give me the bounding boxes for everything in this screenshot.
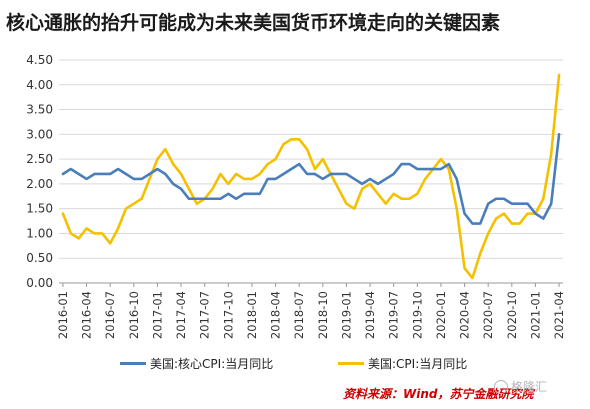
chart-title: 核心通胀的抬升可能成为未来美国货币环境走向的关键因素 (6, 12, 501, 34)
legend-label-core-cpi: 美国:核心CPI:当月同比 (150, 357, 274, 371)
x-tick-label: 2018-01 (245, 291, 259, 339)
x-tick-label: 2018-07 (292, 291, 306, 339)
x-tick-label: 2017-10 (221, 291, 235, 339)
x-tick-label: 2016-01 (56, 291, 70, 339)
y-tick-label: 1.50 (26, 202, 53, 216)
x-tick-label: 2019-07 (387, 291, 401, 339)
y-tick-label: 4.50 (26, 53, 53, 67)
x-tick-label: 2019-04 (363, 291, 377, 339)
x-tick-label: 2017-01 (150, 291, 164, 339)
x-tick-label: 2021-01 (528, 291, 542, 339)
x-tick-label: 2019-10 (410, 291, 424, 339)
x-tick-label: 2020-01 (434, 291, 448, 339)
legend-label-cpi: 美国:CPI:当月同比 (368, 357, 468, 371)
x-tick-label: 2020-10 (505, 291, 519, 339)
x-tick-label: 2019-01 (339, 291, 353, 339)
chart-legend: 美国:核心CPI:当月同比 美国:CPI:当月同比 (0, 355, 590, 375)
y-tick-label: 4.00 (26, 78, 53, 92)
x-tick-label: 2018-10 (316, 291, 330, 339)
source-note: 资料来源：Wind，苏宁金融研究院 (343, 387, 534, 401)
y-tick-label: 3.00 (26, 127, 53, 141)
x-tick-label: 2016-07 (103, 291, 117, 339)
watermark-text: 格隆汇 (511, 380, 548, 394)
y-tick-label: 0.00 (26, 276, 53, 290)
legend-swatch-cpi (338, 362, 364, 365)
watermark-logo-icon (494, 379, 508, 394)
x-tick-label: 2017-07 (198, 291, 212, 339)
y-tick-label: 3.50 (26, 103, 53, 117)
x-tick-label: 2016-04 (80, 291, 94, 339)
legend-item-core-cpi: 美国:核心CPI:当月同比 (120, 355, 273, 372)
y-tick-label: 0.50 (26, 251, 53, 265)
x-tick-label: 2021-04 (552, 291, 566, 339)
y-tick-label: 2.50 (26, 152, 53, 166)
y-tick-label: 1.00 (26, 226, 53, 240)
series-line-cpi (61, 73, 561, 280)
legend-swatch-core-cpi (120, 362, 146, 365)
x-tick-label: 2017-04 (174, 291, 188, 339)
y-tick-label: 2.00 (26, 177, 53, 191)
series-line-core-cpi (61, 133, 561, 225)
legend-item-cpi: 美国:CPI:当月同比 (338, 355, 467, 372)
x-tick-label: 2018-04 (269, 291, 283, 339)
watermark: 格隆汇 (494, 378, 547, 395)
x-tick-label: 2020-07 (481, 291, 495, 339)
x-tick-label: 2020-04 (458, 291, 472, 339)
x-tick-label: 2016-10 (127, 291, 141, 339)
